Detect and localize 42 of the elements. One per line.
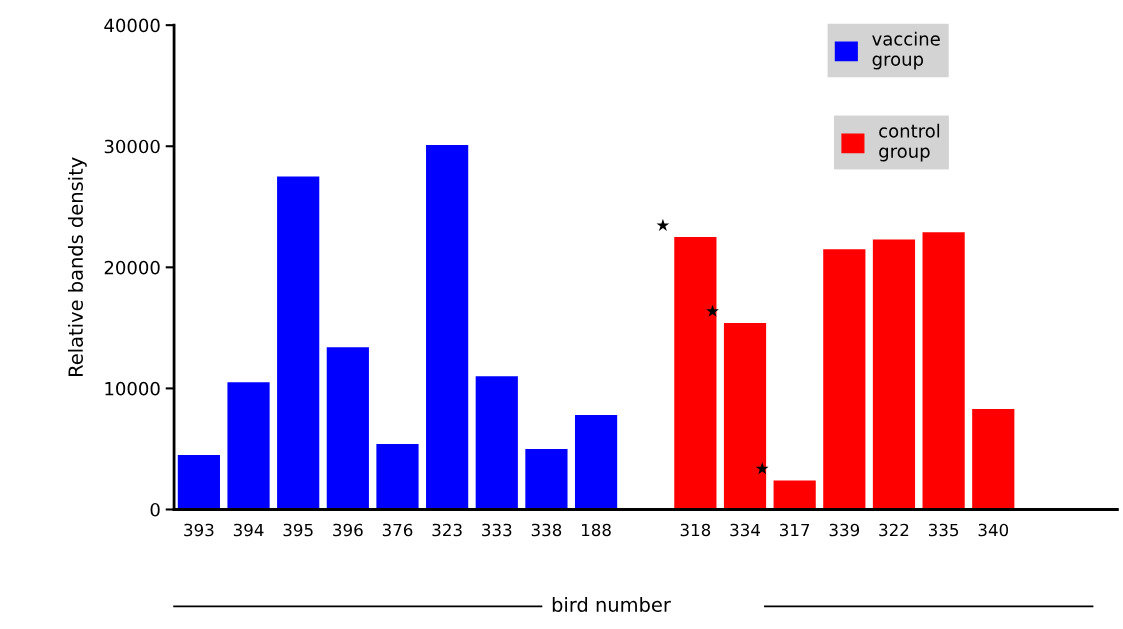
x-tick-label: 188 — [582, 523, 611, 537]
x-tick-label: 318 — [680, 523, 711, 537]
x-tick-label: 338 — [531, 523, 562, 537]
x-tick-label: 335 — [928, 523, 959, 537]
bar — [674, 237, 717, 510]
bar — [376, 444, 419, 510]
x-tick-label: 323 — [432, 523, 462, 537]
legend-label: vaccine group — [872, 31, 940, 70]
x-tick-label: 317 — [780, 523, 810, 537]
x-tick-label: 322 — [879, 523, 909, 537]
x-tick-label: 395 — [283, 523, 313, 537]
bar — [277, 176, 320, 510]
x-tick-label: 394 — [233, 523, 264, 537]
y-tick-label: 0 — [150, 502, 160, 517]
bar — [773, 480, 816, 510]
bar — [972, 408, 1015, 510]
y-tick-label: 30000 — [104, 139, 160, 154]
bar — [872, 239, 916, 510]
x-axis-title: bird number — [552, 596, 671, 612]
bar — [326, 347, 369, 510]
bar — [227, 382, 270, 510]
x-tick-label: 396 — [333, 523, 363, 537]
bar — [823, 249, 866, 510]
bar — [426, 145, 469, 510]
bar — [723, 323, 767, 510]
bar — [475, 376, 518, 510]
annotation: ★ — [656, 218, 670, 231]
bar — [922, 232, 965, 510]
bar — [574, 415, 618, 510]
legend-label: control group — [879, 123, 940, 162]
bar — [177, 455, 220, 510]
x-tick-label: 340 — [978, 523, 1009, 537]
bar — [525, 448, 568, 510]
y-tick-label: 20000 — [104, 260, 160, 275]
y-tick-label: 40000 — [104, 18, 160, 33]
x-tick-label: 333 — [482, 523, 512, 537]
x-tick-label: 339 — [829, 523, 860, 537]
y-axis-title: Relative bands density — [67, 157, 87, 376]
y-tick-label: 10000 — [105, 381, 160, 396]
x-tick-label: 334 — [730, 523, 760, 537]
x-tick-label: 393 — [184, 523, 214, 537]
x-tick-label: 376 — [382, 523, 413, 537]
